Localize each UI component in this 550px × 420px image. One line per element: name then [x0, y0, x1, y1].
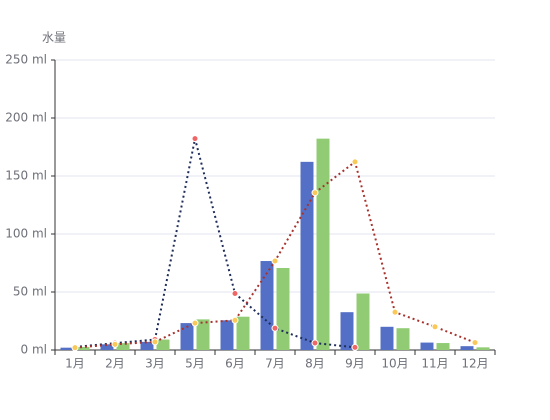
bar: [356, 293, 370, 350]
line: [74, 138, 356, 349]
x-tick-label: 5月: [185, 357, 205, 371]
bar: [300, 161, 314, 350]
x-tick-label: 8月: [305, 357, 325, 371]
bar: [60, 347, 74, 350]
x-tick-label: 6月: [225, 357, 245, 371]
point: [231, 316, 239, 324]
point: [351, 158, 359, 166]
bar: [140, 341, 154, 350]
y-tick-label: 50 ml: [13, 285, 47, 299]
x-tick-label: 1月: [65, 357, 85, 371]
bar: [276, 267, 290, 350]
y-tick-label: 200 ml: [5, 111, 47, 125]
y-tick-label: 250 ml: [5, 53, 47, 67]
x-tick-label: 2月: [105, 357, 125, 371]
x-tick-label: 11月: [421, 357, 448, 371]
point: [431, 323, 439, 331]
bar: [156, 339, 170, 350]
bar: [116, 343, 130, 350]
point: [111, 340, 119, 348]
bar: [436, 343, 450, 350]
y-tick-label: 0 ml: [21, 343, 47, 357]
point: [391, 308, 399, 316]
bar: [476, 347, 490, 350]
bar: [100, 344, 114, 350]
bar: [76, 346, 90, 350]
bar: [180, 323, 194, 350]
bar: [196, 319, 210, 350]
x-tick-label: 10月: [381, 357, 408, 371]
x-tick-label: 9月: [345, 357, 365, 371]
y-axis-name: 水量: [42, 31, 66, 45]
bar: [460, 346, 474, 350]
x-tick-label: 3月: [145, 357, 165, 371]
point: [191, 319, 199, 327]
point: [271, 324, 279, 332]
point: [271, 257, 279, 265]
x-tick-label: 12月: [461, 357, 488, 371]
bar: [420, 342, 434, 350]
point: [471, 339, 479, 347]
bar: [380, 326, 394, 350]
x-tick-label: 7月: [265, 357, 285, 371]
point: [191, 135, 199, 143]
bar: [396, 328, 410, 350]
bar: [260, 261, 274, 350]
point: [351, 343, 359, 351]
line: [74, 160, 476, 349]
y-tick-label: 100 ml: [5, 227, 47, 241]
point: [231, 290, 239, 298]
bar: [316, 138, 330, 350]
point: [71, 344, 79, 352]
bar: [340, 312, 354, 350]
bar: [220, 320, 234, 350]
point: [311, 189, 319, 197]
point: [151, 338, 159, 346]
y-tick-label: 150 ml: [5, 169, 47, 183]
point: [311, 339, 319, 347]
bar: [236, 316, 250, 350]
